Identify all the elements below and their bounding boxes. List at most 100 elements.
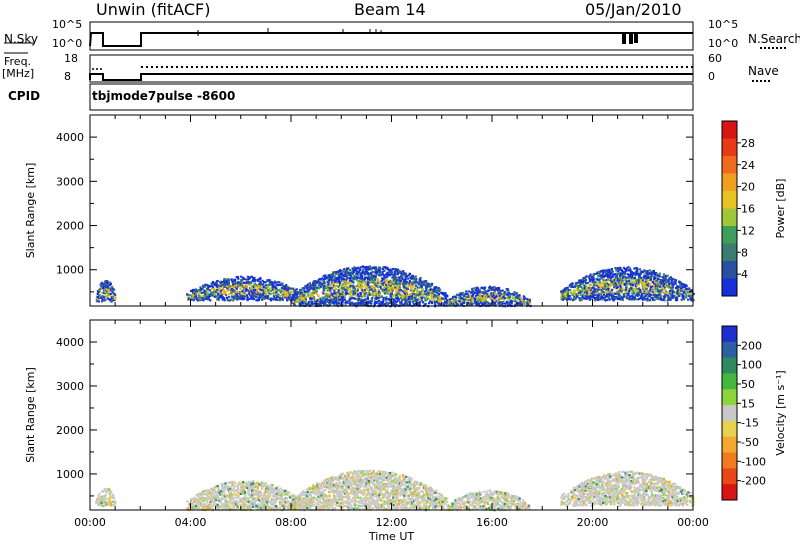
echo-cell xyxy=(288,502,291,506)
echo-cell xyxy=(346,270,349,273)
echo-cell xyxy=(229,491,232,494)
echo-cell xyxy=(356,285,359,288)
echo-cell xyxy=(368,291,371,294)
echo-cell xyxy=(191,290,194,294)
echo-cell xyxy=(644,274,647,278)
echo-cell xyxy=(582,297,585,300)
echo-cell xyxy=(261,506,264,509)
echo-cell xyxy=(658,291,661,294)
echo-cell xyxy=(573,285,576,288)
echo-cell xyxy=(104,298,107,301)
echo-cell xyxy=(589,293,592,296)
echo-cell xyxy=(264,504,267,507)
echo-cell xyxy=(646,289,650,292)
echo-cell xyxy=(662,295,665,298)
echo-cell xyxy=(376,296,379,299)
echo-cell xyxy=(658,281,661,284)
echo-cell xyxy=(471,300,474,303)
echo-cell xyxy=(342,291,345,294)
echo-cell xyxy=(234,282,237,285)
echo-cell xyxy=(207,293,210,296)
echo-cell xyxy=(262,286,265,289)
echo-cell xyxy=(412,289,415,293)
echo-cell xyxy=(430,292,434,295)
echo-cell xyxy=(242,486,245,489)
cpid-value: tbjmode7pulse -8600 xyxy=(92,89,236,103)
echo-cell xyxy=(254,497,257,500)
echo-cell xyxy=(361,299,364,303)
echo-cell xyxy=(379,284,382,287)
echo-cell xyxy=(249,506,253,509)
echo-cell xyxy=(305,508,308,511)
echo-cell xyxy=(309,500,312,503)
echo-cell xyxy=(515,300,518,303)
echo-cell xyxy=(312,290,315,293)
echo-cell xyxy=(250,275,253,278)
echo-cell xyxy=(351,289,354,292)
echo-cell xyxy=(381,301,385,304)
echo-cell xyxy=(400,295,403,298)
echo-cell xyxy=(491,288,494,291)
echo-cell xyxy=(344,269,347,273)
echo-cell xyxy=(106,289,109,292)
echo-cell xyxy=(683,291,686,294)
echo-cell xyxy=(285,293,288,296)
echo-cell xyxy=(243,495,247,498)
echo-cell xyxy=(359,275,362,278)
echo-cell xyxy=(622,266,625,269)
echo-cell xyxy=(422,283,426,286)
echo-cell xyxy=(655,296,658,299)
echo-cell xyxy=(604,291,607,294)
echo-cell xyxy=(314,298,317,301)
echo-cell xyxy=(404,272,408,275)
echo-cell xyxy=(314,284,317,287)
echo-cell xyxy=(210,488,214,491)
echo-cell xyxy=(276,281,279,284)
echo-cell xyxy=(193,296,196,299)
echo-cell xyxy=(405,280,408,283)
echo-cell xyxy=(282,505,285,508)
echo-cell xyxy=(667,294,670,297)
echo-cell xyxy=(385,283,388,287)
echo-cell xyxy=(214,490,217,493)
echo-cell xyxy=(334,287,337,291)
echo-cell xyxy=(333,294,336,297)
echo-cell xyxy=(424,297,427,300)
echo-cell xyxy=(369,280,372,283)
echo-cell xyxy=(570,283,574,286)
echo-cell xyxy=(280,286,283,289)
echo-cell xyxy=(263,502,266,505)
echo-cell xyxy=(523,302,526,305)
echo-cell xyxy=(424,299,427,302)
echo-cell xyxy=(199,299,202,302)
echo-cell xyxy=(324,478,327,481)
echo-cell xyxy=(589,288,592,291)
echo-cell xyxy=(587,296,590,299)
echo-cell xyxy=(664,280,667,284)
echo-cell xyxy=(408,302,411,305)
echo-cell xyxy=(242,290,246,293)
echo-cell xyxy=(622,293,625,296)
echo-cell xyxy=(484,290,487,293)
echo-cell xyxy=(237,491,240,494)
echo-cell xyxy=(327,499,330,502)
echo-cell xyxy=(401,298,404,301)
echo-cell xyxy=(624,272,627,276)
echo-cell xyxy=(582,284,585,287)
echo-cell xyxy=(279,294,282,298)
echo-cell xyxy=(358,479,361,482)
echo-cell xyxy=(214,283,217,286)
echo-cell xyxy=(391,276,394,279)
echo-cell xyxy=(644,294,647,298)
echo-cell xyxy=(378,274,381,277)
echo-cell xyxy=(653,289,656,292)
echo-cell xyxy=(425,280,428,283)
echo-cell xyxy=(367,284,370,287)
colorbar-tick-label: 16 xyxy=(741,203,755,216)
echo-cell xyxy=(110,300,113,303)
echo-cell xyxy=(288,491,291,494)
echo-cell xyxy=(397,298,400,301)
echo-cell xyxy=(245,287,248,290)
echo-cell xyxy=(351,269,354,273)
echo-cell xyxy=(336,278,339,281)
